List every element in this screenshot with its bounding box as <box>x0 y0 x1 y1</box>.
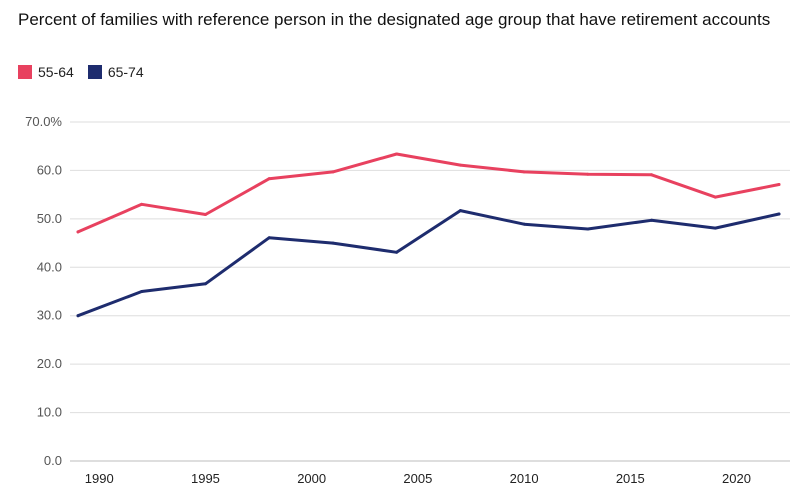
x-tick-label: 2000 <box>297 471 326 486</box>
series-lines <box>76 152 781 318</box>
x-tick-label: 1990 <box>85 471 114 486</box>
data-point-55-64 <box>395 152 399 156</box>
data-point-65-74 <box>522 222 526 226</box>
data-point-65-74 <box>586 227 590 231</box>
legend: 55-64 65-74 <box>18 64 144 80</box>
legend-swatch-55-64 <box>18 65 32 79</box>
x-tick-label: 1995 <box>191 471 220 486</box>
data-point-65-74 <box>331 241 335 245</box>
data-point-55-64 <box>140 202 144 206</box>
data-point-65-74 <box>395 250 399 254</box>
data-point-65-74 <box>140 290 144 293</box>
legend-swatch-65-74 <box>87 65 102 79</box>
data-point-65-74 <box>650 218 654 222</box>
data-point-55-64 <box>76 230 80 234</box>
chart-title: Percent of families with reference perso… <box>18 10 771 29</box>
data-point-65-74 <box>203 282 207 286</box>
data-point-55-64 <box>267 177 271 181</box>
series-line-55-64 <box>76 152 781 234</box>
data-point-55-64 <box>203 212 207 216</box>
data-point-55-64 <box>522 170 526 174</box>
y-axis-ticks: 0.0 10.0 20.0 30.0 40.0 50.0 60.0 70.0% <box>25 114 62 468</box>
y-tick-label: 40.0 <box>37 259 62 274</box>
x-tick-label: 2015 <box>616 471 645 486</box>
x-tick-label: 2005 <box>403 471 432 486</box>
legend-label-55-64: 55-64 <box>38 64 74 80</box>
x-axis-ticks: 1990 1995 2000 2005 2010 2015 2020 <box>85 471 751 486</box>
data-point-55-64 <box>713 195 717 199</box>
y-tick-label: 30.0 <box>37 308 62 323</box>
data-point-55-64 <box>650 173 654 177</box>
x-tick-label: 2010 <box>510 471 539 486</box>
data-point-65-74 <box>777 212 781 216</box>
series-line-65-74 <box>76 209 781 318</box>
data-point-65-74 <box>76 314 80 318</box>
y-tick-label: 50.0 <box>37 211 62 226</box>
legend-label-65-74: 65-74 <box>107 64 144 80</box>
data-point-55-64 <box>586 172 590 176</box>
data-point-55-64 <box>331 170 335 174</box>
x-tick-label: 2020 <box>722 471 751 486</box>
data-point-55-64 <box>458 163 462 167</box>
data-point-65-74 <box>713 226 717 230</box>
gridlines <box>70 121 790 462</box>
y-tick-label: 0.0 <box>44 453 62 468</box>
y-tick-label: 10.0 <box>37 405 62 420</box>
legend-item-55-64: 55-64 <box>18 64 74 80</box>
y-tick-label: 70.0% <box>25 114 62 129</box>
y-tick-label: 20.0 <box>37 356 62 371</box>
y-tick-label: 60.0 <box>37 162 62 177</box>
data-point-65-74 <box>267 236 271 240</box>
data-point-65-74 <box>458 209 462 213</box>
legend-item-65-74: 65-74 <box>87 64 144 80</box>
data-point-55-64 <box>777 182 781 186</box>
